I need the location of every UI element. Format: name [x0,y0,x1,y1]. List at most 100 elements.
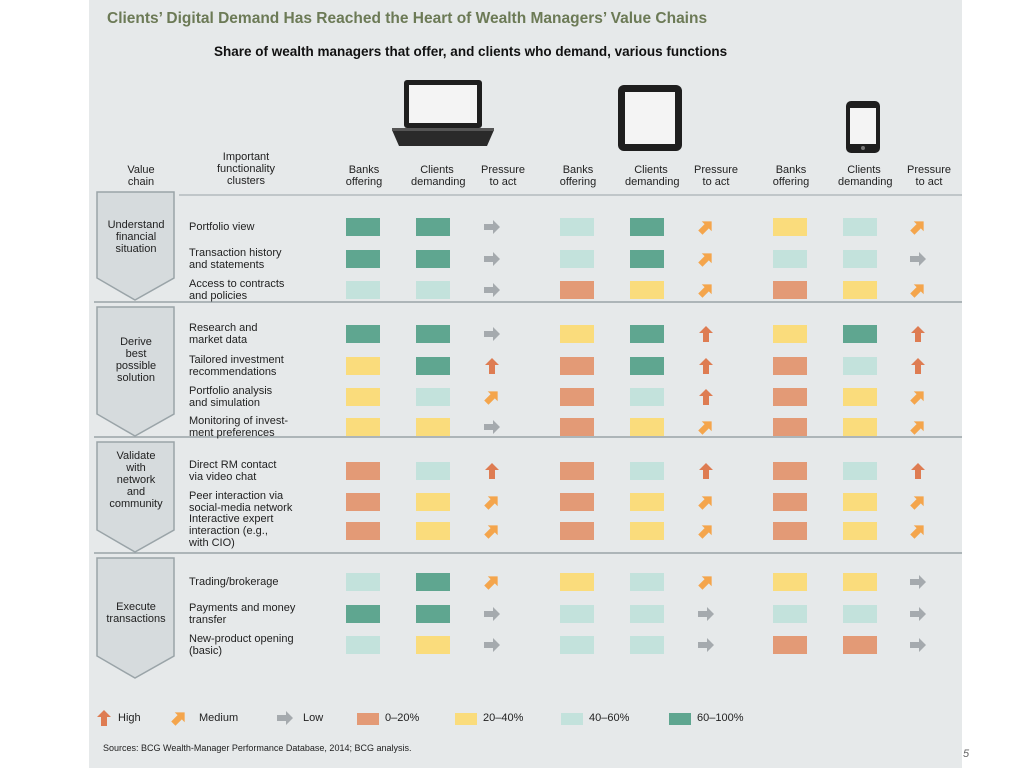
clients-demanding-cell [416,493,450,511]
banks-offering-cell [773,636,807,654]
banks-offering-cell [346,218,380,236]
chart-graphics [94,80,962,679]
clients-demanding-cell [416,636,450,654]
banks-offering-cell [560,493,594,511]
legend-swatch-60-100 [669,713,691,725]
banks-offering-cell [560,573,594,591]
banks-offering-cell [773,250,807,268]
row-label: Portfolio view [189,221,255,233]
pressure-arrow-medium [910,421,924,435]
banks-offering-cell [560,462,594,480]
clients-demanding-cell [416,325,450,343]
pressure-arrow-high [911,358,925,374]
clients-demanding-cell [416,250,450,268]
banks-offering-cell [773,218,807,236]
header-banks-offering: Banks offering [772,164,810,188]
legend-swatch-40-60 [561,713,583,725]
pressure-arrow-medium [910,221,924,235]
pressure-arrow-medium [484,576,498,590]
pressure-arrow-medium [484,496,498,510]
stage-chevron [96,306,175,437]
banks-offering-cell [773,281,807,299]
row-label: Interactive expert interaction (e.g., wi… [189,513,274,549]
banks-offering-cell [560,522,594,540]
banks-offering-cell [560,605,594,623]
banks-offering-cell [346,357,380,375]
chart-panel: Clients’ Digital Demand Has Reached the … [89,0,962,768]
clients-demanding-cell [843,493,877,511]
clients-demanding-cell [630,218,664,236]
chart-subtitle: Share of wealth managers that offer, and… [214,44,728,59]
clients-demanding-cell [416,388,450,406]
legend-range-60-100: 60–100% [697,712,744,724]
banks-offering-cell [346,325,380,343]
banks-offering-cell [560,388,594,406]
clients-demanding-cell [416,357,450,375]
clients-demanding-cell [843,462,877,480]
row-label: Portfolio analysis and simulation [189,385,273,409]
clients-demanding-cell [630,522,664,540]
clients-demanding-cell [630,462,664,480]
banks-offering-cell [773,605,807,623]
banks-offering-cell [773,522,807,540]
pressure-arrow-high [699,358,713,374]
legend-range-20-40: 20–40% [483,712,524,724]
banks-offering-cell [346,493,380,511]
banks-offering-cell [346,522,380,540]
pressure-arrow-medium [910,284,924,298]
stage-label: Execute transactions [106,601,166,625]
legend-low-label: Low [303,712,324,724]
pressure-arrow-high [911,326,925,342]
header-banks-offering: Banks offering [345,164,383,188]
tablet-icon [618,85,682,151]
stage-chevron [96,441,175,553]
banks-offering-cell [346,573,380,591]
banks-offering-cell [773,418,807,436]
pressure-arrow-low [698,607,714,621]
clients-demanding-cell [843,218,877,236]
clients-demanding-cell [416,605,450,623]
clients-demanding-cell [843,522,877,540]
row-label: Tailored investment recommendations [189,354,284,378]
banks-offering-cell [560,357,594,375]
clients-demanding-cell [416,281,450,299]
legend-range-0-20: 0–20% [385,712,420,724]
pressure-arrow-medium [698,496,712,510]
pressure-arrow-low [484,327,500,341]
banks-offering-cell [773,462,807,480]
clients-demanding-cell [630,573,664,591]
pressure-arrow-low [910,575,926,589]
pressure-arrow-medium [484,525,498,539]
legend-high-label: High [118,712,141,724]
banks-offering-cell [773,493,807,511]
banks-offering-cell [346,462,380,480]
laptop-icon [392,80,494,146]
legend-swatch-20-40 [455,713,477,725]
clients-demanding-cell [843,325,877,343]
pressure-arrow-low [484,607,500,621]
clients-demanding-cell [843,573,877,591]
smartphone-icon [846,101,880,153]
row-label: Transaction history and statements [189,247,282,271]
pressure-arrow-medium [910,391,924,405]
pressure-arrow-high [699,326,713,342]
pressure-arrow-low [910,607,926,621]
pressure-arrow-low [484,283,500,297]
banks-offering-cell [773,573,807,591]
banks-offering-cell [346,605,380,623]
row-label: Peer interaction via social-media networ… [189,490,293,514]
clients-demanding-cell [416,522,450,540]
row-label: Direct RM contact via video chat [189,459,277,483]
pressure-arrow-medium [698,284,712,298]
pressure-arrow-medium [698,253,712,267]
clients-demanding-cell [630,325,664,343]
banks-offering-cell [560,218,594,236]
pressure-arrow-high [485,358,499,374]
banks-offering-cell [560,418,594,436]
banks-offering-cell [560,250,594,268]
clients-demanding-cell [843,418,877,436]
stage-label: Derive best possible solution [115,336,157,384]
clients-demanding-cell [843,388,877,406]
row-label: Monitoring of invest- ment preferences [189,415,289,439]
legend-medium-label: Medium [199,712,239,724]
